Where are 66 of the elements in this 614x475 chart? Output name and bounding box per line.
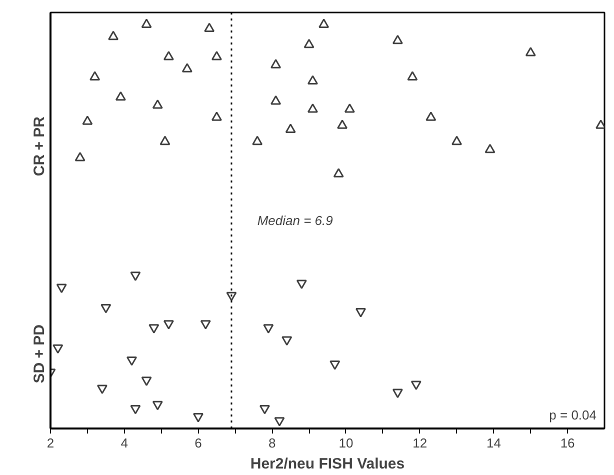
point (141, 376, 152, 386)
point (74, 152, 86, 162)
point (204, 22, 215, 32)
point (56, 284, 67, 294)
x-tick-label: 12 (412, 436, 428, 450)
point (285, 124, 296, 133)
point (270, 95, 282, 105)
point (130, 404, 141, 414)
point (108, 30, 119, 40)
x-tick-label: 4 (120, 436, 128, 450)
x-tick-label: 16 (560, 436, 575, 450)
point (282, 336, 292, 346)
point (90, 71, 100, 80)
point (96, 384, 108, 394)
point (525, 46, 536, 56)
point (344, 103, 355, 113)
x-tick-label: 6 (194, 436, 202, 450)
point (115, 91, 126, 101)
x-tick-label: 10 (338, 436, 354, 450)
x-tick-label: 2 (46, 436, 54, 450)
point (100, 304, 112, 314)
point (148, 324, 160, 334)
point (407, 71, 418, 80)
point (410, 380, 422, 390)
point (452, 136, 462, 146)
point (355, 308, 366, 318)
point (126, 356, 138, 366)
point (333, 168, 344, 178)
point (304, 38, 314, 48)
point (130, 272, 141, 281)
point (392, 388, 403, 398)
x-axis-title: Her2/neu FISH Values (250, 456, 405, 472)
point (160, 136, 170, 146)
point (263, 324, 274, 334)
text: SD + PD (31, 324, 48, 384)
point (182, 63, 192, 72)
annotation: p = 0.04 (549, 408, 597, 422)
point (152, 400, 163, 410)
point (318, 18, 330, 28)
point (484, 144, 496, 154)
point (392, 34, 403, 44)
point (163, 320, 174, 330)
point (82, 116, 93, 125)
point (226, 292, 237, 302)
point (307, 75, 318, 85)
point (141, 18, 152, 28)
point (259, 404, 270, 414)
point (163, 50, 174, 60)
point (426, 112, 436, 121)
point (270, 59, 282, 68)
point (211, 50, 222, 60)
point (211, 112, 222, 121)
point (192, 413, 204, 422)
x-tick-label: 8 (268, 436, 276, 450)
point (252, 136, 263, 146)
text: CR + PR (31, 116, 48, 176)
point (52, 344, 64, 354)
point (152, 99, 163, 109)
point (274, 417, 285, 426)
x-tick-label: 14 (486, 436, 501, 450)
point (296, 280, 307, 290)
point (200, 320, 211, 330)
ref-line-label: Median = 6.9 (257, 213, 333, 228)
point (330, 360, 340, 370)
point (337, 120, 348, 129)
point (307, 103, 318, 113)
